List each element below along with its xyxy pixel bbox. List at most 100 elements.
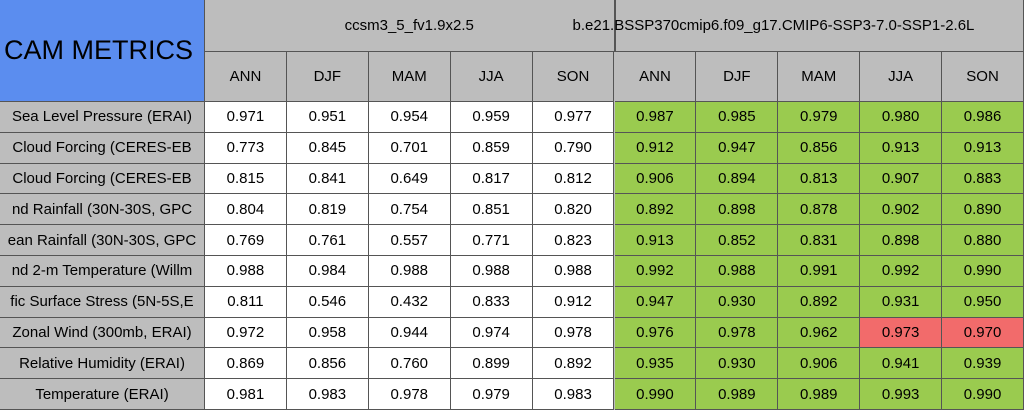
value-cell-text: 0.973: [881, 323, 920, 341]
value-cell-text: 0.878: [799, 200, 838, 218]
value-cell: 0.546: [286, 286, 369, 318]
value-cell-text: 0.984: [308, 262, 347, 280]
row-label: nd 2-m Temperature (Willm: [0, 256, 205, 287]
row-label-text: Cloud Forcing (CERES-EB: [12, 139, 192, 157]
value-cell-text: 0.819: [308, 200, 347, 218]
value-cell: 0.557: [368, 225, 451, 256]
value-cell-text: 0.990: [963, 262, 1002, 280]
value-cell-text: 0.988: [226, 262, 265, 280]
value-cell: 0.892: [532, 348, 615, 380]
value-cell: 0.813: [778, 163, 861, 195]
row-label: ean Rainfall (30N-30S, GPC: [0, 225, 205, 256]
value-cell: 0.856: [286, 348, 369, 380]
value-cell-text: 0.898: [881, 231, 920, 249]
value-cell-text: 0.959: [472, 108, 510, 126]
value-cell-text: 0.907: [881, 169, 920, 187]
value-cell: 0.951: [286, 102, 369, 133]
value-cell-text: 0.760: [390, 354, 429, 372]
value-cell-text: 0.769: [226, 231, 265, 249]
value-cell-text: 0.991: [799, 262, 838, 280]
value-cell-text: 0.958: [308, 323, 347, 341]
value-cell-text: 0.947: [636, 293, 674, 311]
value-cell-text: 0.892: [636, 200, 674, 218]
value-cell-text: 0.833: [472, 293, 510, 311]
value-cell-text: 0.986: [963, 108, 1002, 126]
value-cell: 0.906: [778, 348, 861, 380]
value-cell-text: 0.992: [636, 262, 674, 280]
value-cell: 0.983: [532, 379, 615, 410]
value-cell: 0.898: [860, 225, 943, 256]
value-cell: 0.831: [778, 225, 861, 256]
value-cell: 0.852: [696, 225, 779, 256]
value-cell: 0.988: [532, 256, 615, 287]
column-header: SON: [942, 52, 1024, 102]
title-cell: CAM METRICS: [0, 0, 205, 102]
value-cell: 0.432: [368, 286, 451, 318]
value-cell: 0.913: [614, 225, 697, 256]
value-cell-text: 0.993: [881, 385, 920, 403]
value-cell-text: 0.432: [390, 293, 429, 311]
value-cell-text: 0.978: [390, 385, 429, 403]
value-cell: 0.978: [532, 317, 615, 349]
row-label: Cloud Forcing (CERES-EB: [0, 163, 205, 195]
value-cell-text: 0.817: [472, 169, 510, 187]
value-cell: 0.883: [942, 163, 1024, 195]
column-header: SON: [532, 52, 615, 102]
value-cell-text: 0.856: [799, 139, 838, 157]
value-cell-text: 0.845: [308, 139, 347, 157]
column-header-text: SON: [966, 68, 999, 85]
value-cell: 0.869: [205, 348, 287, 380]
value-cell: 0.845: [286, 132, 369, 164]
row-label-text: Cloud Forcing (CERES-EB: [12, 169, 192, 187]
value-cell-text: 0.978: [718, 323, 756, 341]
column-header-text: DJF: [313, 68, 342, 85]
row-label-text: fic Surface Stress (5N-5S,E: [10, 293, 194, 311]
value-cell-text: 0.988: [718, 262, 756, 280]
value-cell: 0.912: [532, 286, 615, 318]
value-cell-text: 0.974: [472, 323, 510, 341]
value-cell: 0.990: [942, 379, 1024, 410]
value-cell-text: 0.950: [963, 293, 1002, 311]
column-header-text: JJA: [888, 68, 914, 85]
value-cell: 0.988: [205, 256, 287, 287]
value-cell-text: 0.988: [472, 262, 510, 280]
value-cell: 0.984: [286, 256, 369, 287]
value-cell-text: 0.947: [718, 139, 756, 157]
value-cell: 0.907: [860, 163, 943, 195]
value-cell-text: 0.557: [390, 231, 429, 249]
value-cell: 0.892: [778, 286, 861, 318]
value-cell: 0.978: [696, 317, 779, 349]
value-cell-text: 0.970: [963, 323, 1002, 341]
value-cell: 0.790: [532, 132, 615, 164]
value-cell: 0.804: [205, 194, 287, 226]
value-cell-text: 0.983: [308, 385, 347, 403]
value-cell-text: 0.939: [963, 354, 1002, 372]
value-cell-text: 0.851: [472, 200, 510, 218]
value-cell-text: 0.941: [881, 354, 920, 372]
value-cell: 0.935: [614, 348, 697, 380]
value-cell-text: 0.890: [963, 200, 1002, 218]
value-cell: 0.977: [532, 102, 615, 133]
value-cell-text: 0.754: [390, 200, 429, 218]
value-cell-text: 0.771: [472, 231, 510, 249]
value-cell-text: 0.912: [636, 139, 674, 157]
value-cell: 0.974: [450, 317, 533, 349]
value-cell: 0.987: [614, 102, 697, 133]
value-cell-text: 0.944: [390, 323, 429, 341]
value-cell: 0.954: [368, 102, 451, 133]
value-cell: 0.890: [942, 194, 1024, 226]
value-cell: 0.754: [368, 194, 451, 226]
value-cell: 0.970: [942, 317, 1024, 349]
value-cell: 0.880: [942, 225, 1024, 256]
value-cell: 0.990: [614, 379, 697, 410]
value-cell-text: 0.813: [799, 169, 838, 187]
value-cell-text: 0.962: [799, 323, 838, 341]
value-cell: 0.931: [860, 286, 943, 318]
value-cell: 0.894: [696, 163, 779, 195]
row-label-text: Sea Level Pressure (ERAI): [11, 108, 193, 126]
column-header-text: MAM: [391, 68, 427, 85]
value-cell-text: 0.761: [308, 231, 347, 249]
row-label-text: Temperature (ERAI): [35, 385, 169, 403]
value-cell-text: 0.880: [963, 231, 1002, 249]
